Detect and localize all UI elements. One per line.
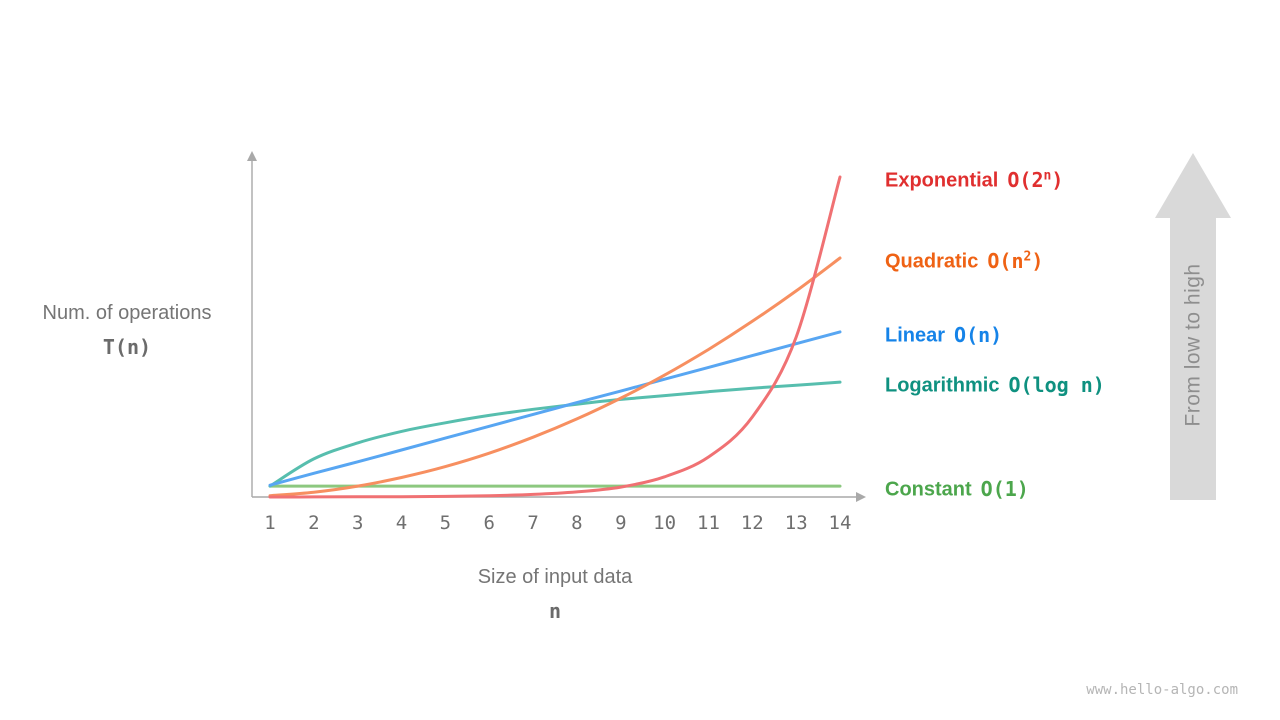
y-axis-label: Num. of operations T(n) [8, 300, 246, 359]
curve-linear [268, 330, 842, 487]
legend-item-logarithmic: Logarithmic O(log n) [885, 368, 1105, 399]
big-o-base: O(n) [954, 322, 1003, 347]
x-tick-label-6: 6 [483, 512, 494, 534]
big-o-exponent: 2 [1023, 249, 1032, 264]
x-tick-label-14: 14 [829, 512, 852, 534]
y-axis-label-symbol: T(n) [102, 335, 152, 359]
x-tick-label-10: 10 [653, 512, 676, 534]
curve-exponential [268, 175, 842, 499]
growth-arrow-label: From low to high [1182, 263, 1205, 426]
x-axis-label: Size of input data n [405, 564, 705, 623]
y-axis-label-text: Num. of operations [42, 302, 212, 324]
x-tick-label-9: 9 [615, 512, 626, 534]
big-o-base: O(1) [980, 476, 1029, 501]
legend-item-quadratic: Quadratic O(n2) [885, 244, 1043, 275]
x-tick-label-2: 2 [308, 512, 319, 534]
up-arrow-icon [1155, 153, 1231, 500]
x-tick-labels: 1 2 3 4 5 6 7 8 9 10 11 12 13 14 [264, 512, 851, 534]
x-tick-label-7: 7 [527, 512, 538, 534]
x-tick-label-8: 8 [571, 512, 582, 534]
x-axis-label-text: Size of input data [477, 566, 633, 588]
growth-direction-arrow: From low to high [1155, 153, 1231, 500]
legend-big-o: O(n2) [987, 249, 1043, 273]
legend: Exponential O(2n) Quadratic O(n2) Linear O(n)… [885, 0, 1265, 720]
legend-big-o: O(2n) [1007, 168, 1063, 192]
y-axis-arrowhead-icon [247, 151, 257, 161]
legend-item-constant: Constant O(1) [885, 472, 1029, 503]
big-o-exponent: n [1043, 168, 1052, 183]
legend-big-o: O(1) [981, 477, 1029, 501]
big-o-close: ) [1031, 248, 1044, 273]
legend-label: Logarithmic [885, 374, 1000, 397]
curve-quadratic [268, 256, 842, 498]
x-tick-label-4: 4 [396, 512, 407, 534]
x-axis-arrowhead-icon [856, 492, 866, 502]
legend-label: Linear [885, 324, 946, 347]
legend-item-linear: Linear O(n) [885, 318, 1002, 349]
watermark: www.hello-algo.com [1086, 682, 1238, 698]
curves [268, 175, 842, 499]
big-o-close: ) [1051, 167, 1064, 192]
x-axis-label-symbol: n [548, 599, 562, 623]
legend-item-exponential: Exponential O(2n) [885, 163, 1063, 194]
x-tick-label-3: 3 [352, 512, 363, 534]
big-o-base: O(n [987, 248, 1024, 273]
legend-label: Quadratic [885, 250, 979, 273]
x-tick-label-12: 12 [741, 512, 764, 534]
big-o-base: O(2 [1007, 167, 1044, 192]
x-tick-label-13: 13 [785, 512, 808, 534]
x-tick-label-1: 1 [264, 512, 275, 534]
big-o-base: O(log n) [1008, 372, 1105, 397]
x-tick-label-5: 5 [440, 512, 451, 534]
x-tick-label-11: 11 [697, 512, 720, 534]
legend-big-o: O(n) [954, 323, 1002, 347]
legend-label: Constant [885, 478, 972, 501]
legend-label: Exponential [885, 169, 999, 192]
legend-big-o: O(log n) [1008, 373, 1104, 397]
curve-logarithmic [268, 380, 842, 488]
